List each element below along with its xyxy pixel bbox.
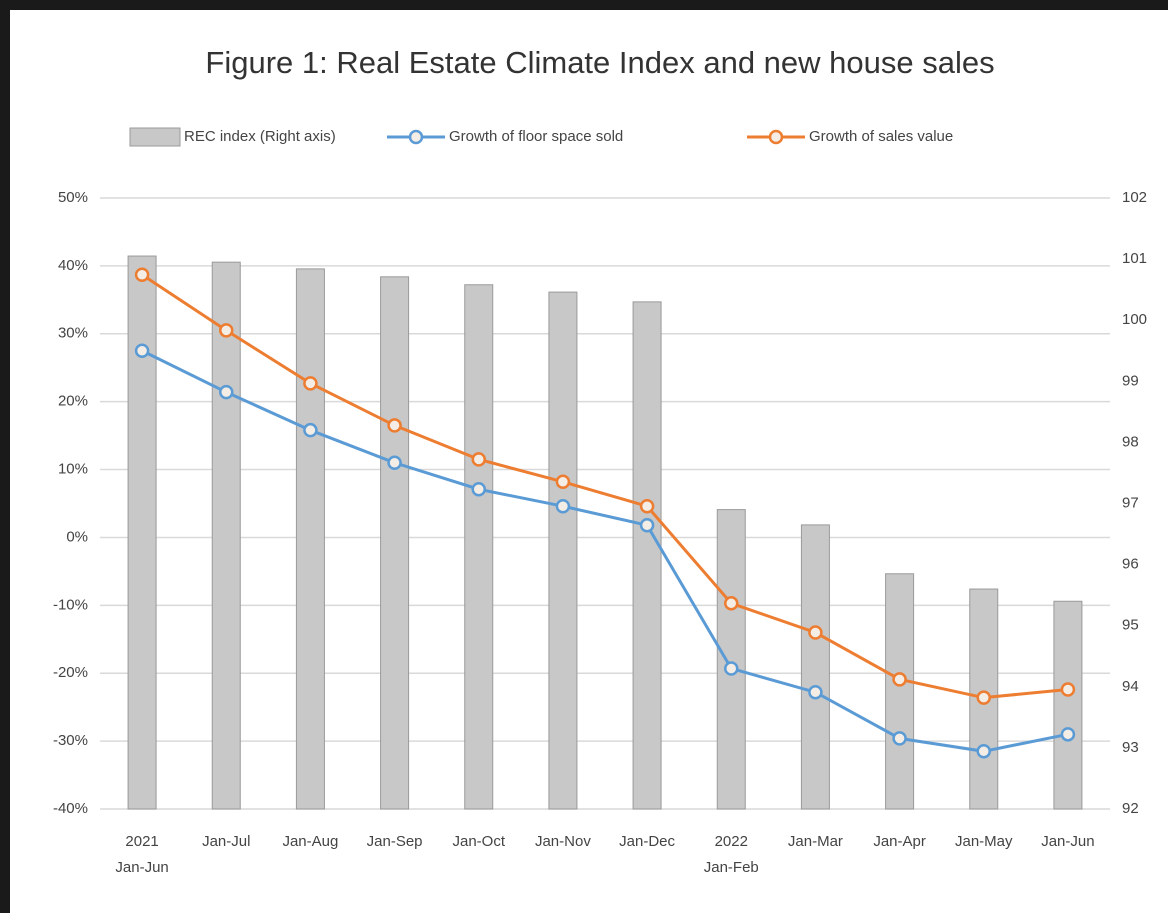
legend-label: Growth of sales value <box>809 128 953 145</box>
point <box>387 418 402 433</box>
x-tick-label: 2021 Jan-Jun <box>115 833 169 876</box>
bar <box>211 261 241 810</box>
point <box>555 498 571 514</box>
y-tick-label: 50% <box>58 189 88 206</box>
y-tick-label: 0% <box>66 528 88 545</box>
y2-tick-label: 94 <box>1122 678 1139 695</box>
point <box>471 452 486 467</box>
bar <box>380 276 410 810</box>
bar <box>885 573 915 810</box>
point <box>1060 727 1076 742</box>
bar <box>716 509 746 810</box>
y-tick-label: -10% <box>53 596 88 613</box>
y2-tick-label: 102 <box>1122 189 1147 206</box>
point <box>892 672 907 687</box>
x-tick-label: Jan-Aug <box>282 833 339 850</box>
x-tick-label: Jan-Nov <box>534 833 591 850</box>
y2-tick-label: 96 <box>1122 556 1139 573</box>
y2-tick-label: 99 <box>1122 372 1139 389</box>
point <box>808 684 823 700</box>
point <box>639 498 655 514</box>
point <box>303 376 318 391</box>
point <box>555 474 571 490</box>
legend-marker <box>408 129 424 145</box>
point <box>892 731 907 746</box>
point <box>387 455 402 471</box>
point <box>1060 682 1076 697</box>
y-tick-label: 30% <box>58 325 88 342</box>
x-tick-label: Jan-Jul <box>202 833 251 850</box>
y-tick-label: -40% <box>53 800 88 817</box>
line <box>141 349 1069 753</box>
point <box>724 596 739 611</box>
bar <box>800 524 830 810</box>
y-tick-label: 10% <box>58 461 88 478</box>
bar <box>127 255 157 810</box>
bar <box>548 291 578 810</box>
bar <box>295 268 325 810</box>
chart-container: Figure 1: Real Estate Climate Index and … <box>10 10 1168 913</box>
chart-title: Figure 1: Real Estate Climate Index and … <box>205 45 994 80</box>
y2-tick-label: 97 <box>1122 494 1139 511</box>
y2-tick-label: 92 <box>1122 800 1139 817</box>
y2-tick-label: 95 <box>1122 617 1139 634</box>
point <box>219 323 234 338</box>
point <box>471 481 486 497</box>
x-tick-label: Jan-Oct <box>452 833 505 850</box>
x-tick-label: Jan-Apr <box>873 833 926 850</box>
point <box>219 384 234 400</box>
bar <box>1053 600 1083 810</box>
point <box>976 690 991 705</box>
point <box>808 625 823 640</box>
point <box>976 744 991 759</box>
x-tick-label: Jan-Dec <box>619 833 675 850</box>
y2-tick-label: 93 <box>1122 739 1139 756</box>
y-tick-label: 20% <box>58 393 88 410</box>
y2-tick-label: 101 <box>1122 250 1147 267</box>
chart: Figure 1: Real Estate Climate Index and … <box>53 45 1147 817</box>
bar <box>632 301 662 810</box>
y2-tick-label: 98 <box>1122 433 1139 450</box>
point <box>724 661 739 676</box>
x-tick-label: Jan-Jun <box>1041 833 1095 850</box>
point <box>134 267 150 282</box>
line <box>141 273 1069 700</box>
legend-label: Growth of floor space sold <box>449 128 623 145</box>
legend-swatch <box>129 127 181 147</box>
x-tick-label: Jan-May <box>954 833 1013 850</box>
legend-marker <box>768 129 784 145</box>
y-tick-label: -30% <box>53 732 88 749</box>
x-tick-label: Jan-Sep <box>366 833 423 850</box>
point <box>639 517 655 533</box>
legend-label: REC index (Right axis) <box>184 128 336 145</box>
y2-tick-label: 100 <box>1122 311 1147 328</box>
point <box>303 422 318 438</box>
point <box>134 343 150 358</box>
x-tick-label: 2022 Jan-Feb <box>703 833 759 876</box>
bar <box>464 284 494 810</box>
x-tick-label: Jan-Mar <box>787 833 843 850</box>
y-tick-label: 40% <box>58 257 88 274</box>
y-tick-label: -20% <box>53 664 88 681</box>
